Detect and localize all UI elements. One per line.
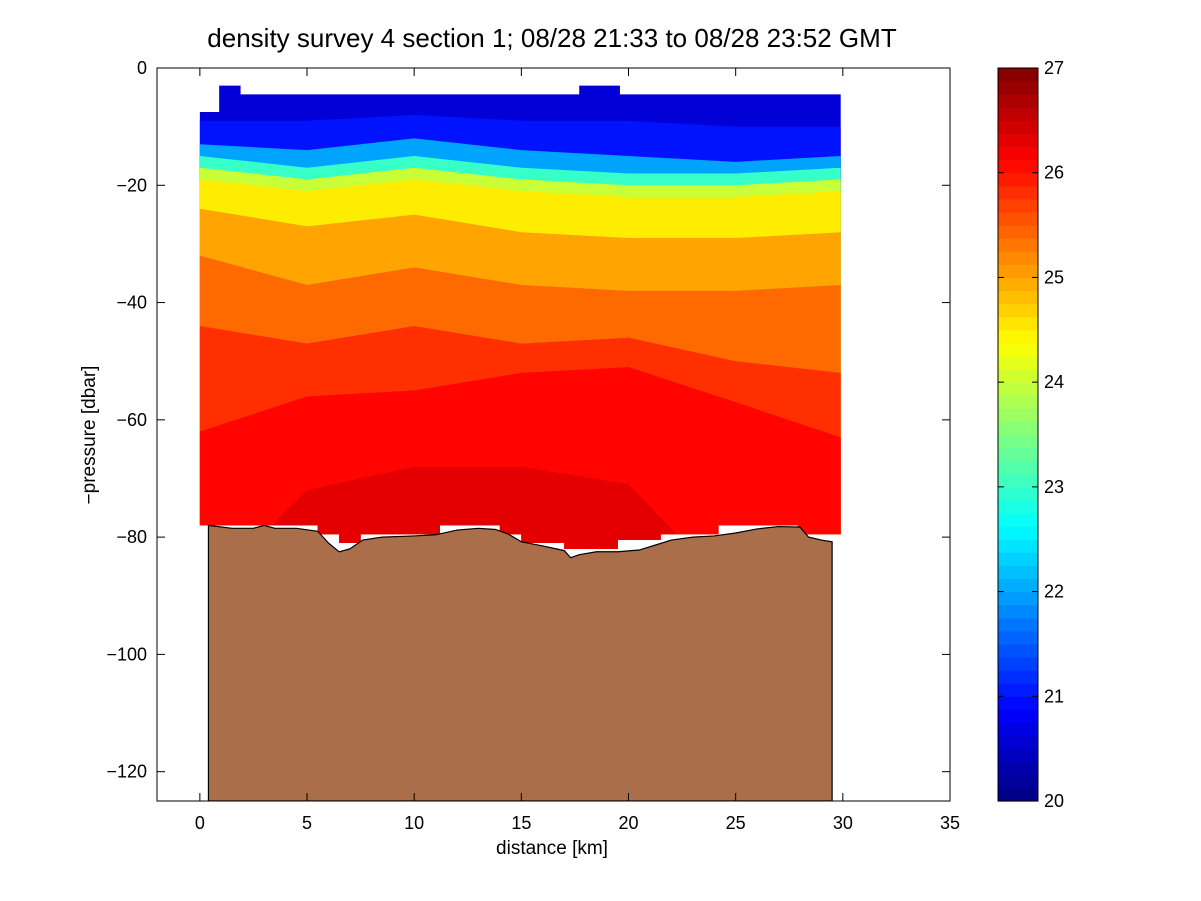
- colorbar-band: [998, 578, 1038, 593]
- density-field: [199, 85, 841, 549]
- colorbar-band: [998, 735, 1038, 750]
- colorbar-band: [998, 198, 1038, 213]
- colorbar-band: [998, 133, 1038, 148]
- colorbar-band: [998, 120, 1038, 135]
- colorbar-band: [998, 709, 1038, 724]
- x-tick-label: 25: [726, 813, 746, 833]
- colorbar-band: [998, 683, 1038, 697]
- colorbar-band: [998, 722, 1038, 737]
- colorbar-tick-label: 23: [1044, 477, 1064, 497]
- colorbar-band: [998, 447, 1038, 462]
- colorbar-band: [998, 526, 1038, 540]
- y-tick-label: −80: [116, 527, 147, 547]
- colorbar-band: [998, 643, 1038, 658]
- y-tick-label: −100: [106, 644, 147, 664]
- y-axis-label: −pressure [dbar]: [79, 366, 100, 505]
- colorbar: 20 21 22 23 24 25 26 27: [997, 58, 1064, 811]
- colorbar-band: [998, 369, 1038, 383]
- colorbar-band: [998, 486, 1038, 501]
- colorbar-band: [998, 539, 1038, 553]
- colorbar-band: [998, 395, 1038, 409]
- y-tick-label: −120: [106, 762, 147, 782]
- colorbar-frame: [997, 67, 1039, 802]
- colorbar-tick-label: 27: [1044, 58, 1064, 78]
- colorbar-tick-label: 26: [1044, 163, 1064, 183]
- colorbar-band: [998, 630, 1038, 645]
- colorbar-band: [998, 787, 1038, 802]
- colorbar-band: [998, 342, 1038, 357]
- x-tick-label: 0: [195, 813, 205, 833]
- y-tick-label: −40: [116, 293, 147, 313]
- x-tick-label: 30: [833, 813, 853, 833]
- colorbar-tick-label: 25: [1044, 267, 1064, 287]
- x-axis-label: distance [km]: [496, 838, 608, 859]
- colorbar-band: [998, 499, 1038, 514]
- colorbar-band: [998, 81, 1038, 95]
- colorbar-band: [998, 473, 1038, 488]
- colorbar-band: [998, 355, 1038, 370]
- colorbar-band: [998, 68, 1038, 82]
- density-band-26-1: [199, 367, 841, 549]
- y-tick-label: 0: [137, 58, 147, 78]
- colorbar-band: [998, 146, 1038, 161]
- y-tick-label: −60: [116, 410, 147, 430]
- colorbar-band: [998, 264, 1038, 279]
- colorbar-band: [998, 382, 1038, 396]
- x-tick-label: 20: [618, 813, 638, 833]
- colorbar-band: [998, 107, 1038, 121]
- colorbar-band: [998, 329, 1038, 344]
- y-tick-label: −20: [116, 175, 147, 195]
- colorbar-band: [998, 303, 1038, 318]
- colorbar-band: [998, 617, 1038, 632]
- colorbar-band: [998, 277, 1038, 292]
- colorbar-band: [998, 408, 1038, 423]
- colorbar-tick-label: 24: [1044, 372, 1064, 392]
- colorbar-band: [998, 774, 1038, 789]
- colorbar-band: [998, 552, 1038, 566]
- colorbar-band: [998, 591, 1038, 606]
- x-tick-label: 35: [940, 813, 960, 833]
- x-tick-label: 10: [404, 813, 424, 833]
- colorbar-band: [998, 513, 1038, 527]
- y-axis: 0 −20 −40 −60 −80 −100 −120: [106, 58, 950, 782]
- colorbar-band: [998, 185, 1038, 200]
- x-tick-label: 15: [511, 813, 531, 833]
- x-axis: 0 5 10 15 20 25 30 35: [195, 68, 960, 833]
- colorbar-band: [998, 696, 1038, 710]
- colorbar-tick-label: 22: [1044, 582, 1064, 602]
- bathymetry-bottom: [207, 524, 833, 801]
- chart-title: density survey 4 section 1; 08/28 21:33 …: [207, 23, 897, 53]
- colorbar-tick-label: 21: [1044, 686, 1064, 706]
- colorbar-tick-label: 20: [1044, 791, 1064, 811]
- colorbar-band: [998, 225, 1038, 239]
- colorbar-band: [998, 670, 1038, 684]
- colorbar-band: [998, 159, 1038, 174]
- colorbar-band: [998, 565, 1038, 580]
- colorbar-band: [998, 211, 1038, 226]
- plot-frame: [156, 67, 951, 802]
- colorbar-band: [998, 94, 1038, 108]
- colorbar-band: [998, 421, 1038, 436]
- colorbar-band: [998, 251, 1038, 265]
- colorbar-band: [998, 290, 1038, 305]
- colorbar-band: [998, 460, 1038, 475]
- colorbar-band: [998, 748, 1038, 763]
- colorbar-band: [998, 316, 1038, 331]
- colorbar-band: [998, 172, 1038, 187]
- x-tick-label: 5: [302, 813, 312, 833]
- colorbar-band: [998, 604, 1038, 619]
- colorbar-band: [998, 434, 1038, 449]
- colorbar-band: [998, 657, 1038, 671]
- colorbar-band: [998, 761, 1038, 776]
- colorbar-band: [998, 238, 1038, 252]
